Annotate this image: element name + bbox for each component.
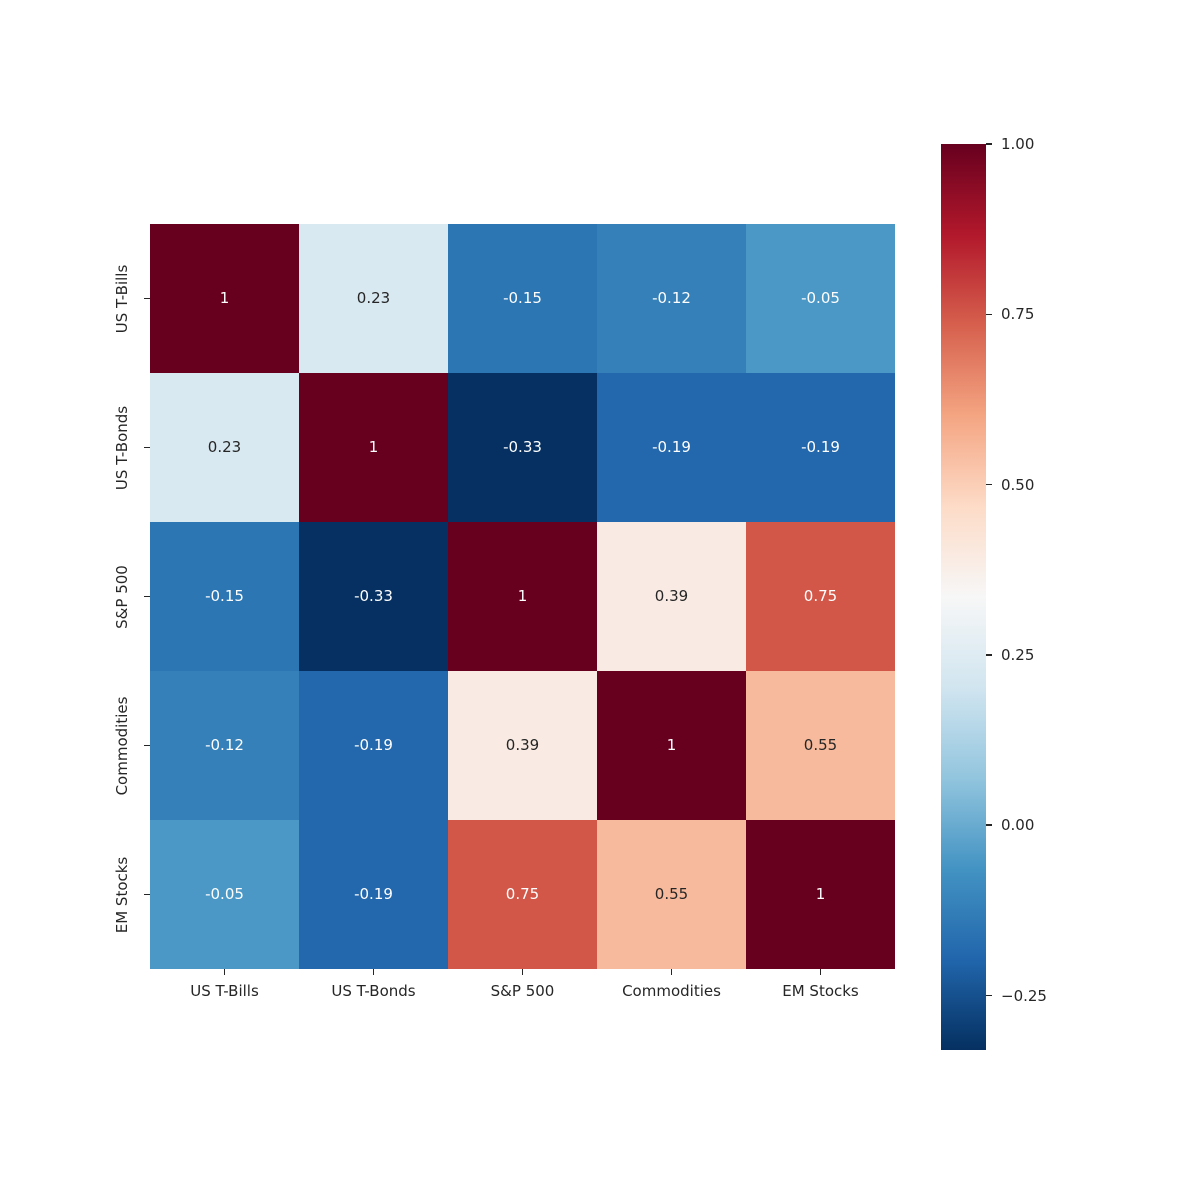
heatmap-cell-r2-c2: 1 bbox=[448, 522, 597, 671]
x-tick-label-1: US T-Bonds bbox=[331, 982, 416, 1000]
heatmap-cell-r0-c0: 1 bbox=[150, 224, 299, 373]
heatmap-cell-r2-c0: -0.15 bbox=[150, 522, 299, 671]
cell-value-label: -0.19 bbox=[652, 438, 691, 456]
x-tick-label-4: EM Stocks bbox=[782, 982, 859, 1000]
heatmap-cell-r3-c1: -0.19 bbox=[299, 671, 448, 820]
cell-value-label: -0.05 bbox=[205, 885, 244, 903]
x-tick-mark bbox=[372, 969, 375, 975]
cell-value-label: 1 bbox=[368, 438, 379, 456]
colorbar-gradient bbox=[941, 144, 986, 1050]
colorbar-tick-label-2: 0.50 bbox=[1001, 475, 1035, 494]
x-tick-mark bbox=[670, 969, 673, 975]
x-tick-mark bbox=[819, 969, 822, 975]
cell-value-label: 1 bbox=[219, 289, 230, 307]
cell-value-label: 0.55 bbox=[803, 736, 838, 754]
cell-value-label: -0.19 bbox=[354, 736, 393, 754]
colorbar-tick-label-4: 0.00 bbox=[1001, 816, 1035, 835]
colorbar-tick-mark bbox=[986, 654, 992, 656]
y-tick-label-2: S&P 500 bbox=[113, 564, 131, 629]
x-tick-mark bbox=[521, 969, 524, 975]
heatmap-cell-r4-c4: 1 bbox=[746, 820, 895, 969]
y-tick-mark bbox=[144, 744, 150, 747]
cell-value-label: -0.12 bbox=[652, 289, 691, 307]
heatmap-cell-r3-c2: 0.39 bbox=[448, 671, 597, 820]
y-tick-mark bbox=[144, 893, 150, 896]
cell-value-label: -0.15 bbox=[503, 289, 542, 307]
y-tick-mark bbox=[144, 595, 150, 598]
heatmap-cell-r3-c0: -0.12 bbox=[150, 671, 299, 820]
colorbar-tick-mark bbox=[986, 143, 992, 145]
cell-value-label: 0.39 bbox=[505, 736, 540, 754]
cell-value-label: 1 bbox=[517, 587, 528, 605]
cell-value-label: -0.33 bbox=[503, 438, 542, 456]
y-tick-label-4: EM Stocks bbox=[113, 856, 131, 933]
colorbar-tick-mark bbox=[986, 313, 992, 316]
heatmap-cell-r1-c1: 1 bbox=[299, 373, 448, 522]
heatmap-cell-r0-c4: -0.05 bbox=[746, 224, 895, 373]
x-tick-label-0: US T-Bills bbox=[190, 982, 259, 1000]
colorbar-tick-label-5: −0.25 bbox=[1001, 986, 1047, 1005]
cell-value-label: 0.75 bbox=[505, 885, 540, 903]
heatmap-cell-r1-c2: -0.33 bbox=[448, 373, 597, 522]
cell-value-label: -0.19 bbox=[354, 885, 393, 903]
x-tick-mark bbox=[223, 969, 226, 975]
x-tick-label-2: S&P 500 bbox=[490, 982, 555, 1000]
cell-value-label: 0.23 bbox=[207, 438, 242, 456]
heatmap-cell-r4-c1: -0.19 bbox=[299, 820, 448, 969]
colorbar-tick-label-0: 1.00 bbox=[1001, 135, 1035, 153]
heatmap-cell-r3-c4: 0.55 bbox=[746, 671, 895, 820]
y-tick-label-3: Commodities bbox=[113, 696, 131, 795]
heatmap-cell-r4-c2: 0.75 bbox=[448, 820, 597, 969]
cell-value-label: -0.33 bbox=[354, 587, 393, 605]
colorbar-tick-label-1: 0.75 bbox=[1001, 305, 1035, 324]
heatmap-cell-r2-c1: -0.33 bbox=[299, 522, 448, 671]
heatmap-cell-r4-c0: -0.05 bbox=[150, 820, 299, 969]
cell-value-label: 0.55 bbox=[654, 885, 689, 903]
y-tick-label-0: US T-Bills bbox=[113, 264, 131, 333]
heatmap-matrix: 1 0.23 -0.15 -0.12 -0.05 0.23 1 -0.33 -0.19 -0.19… bbox=[150, 224, 895, 969]
cell-value-label: 1 bbox=[815, 885, 826, 903]
cell-value-label: 1 bbox=[666, 736, 677, 754]
y-tick-label-1: US T-Bonds bbox=[113, 405, 131, 490]
heatmap-cell-r0-c3: -0.12 bbox=[597, 224, 746, 373]
heatmap-cell-r0-c1: 0.23 bbox=[299, 224, 448, 373]
cell-value-label: -0.12 bbox=[205, 736, 244, 754]
cell-value-label: 0.75 bbox=[803, 587, 838, 605]
colorbar-tick-label-3: 0.25 bbox=[1001, 645, 1035, 664]
heatmap-cell-r2-c3: 0.39 bbox=[597, 522, 746, 671]
heatmap-cell-r1-c0: 0.23 bbox=[150, 373, 299, 522]
heatmap-cell-r0-c2: -0.15 bbox=[448, 224, 597, 373]
heatmap-cell-r1-c3: -0.19 bbox=[597, 373, 746, 522]
heatmap-cell-r1-c4: -0.19 bbox=[746, 373, 895, 522]
y-tick-mark bbox=[144, 297, 150, 300]
heatmap-cell-r4-c3: 0.55 bbox=[597, 820, 746, 969]
y-tick-mark bbox=[144, 446, 150, 449]
x-tick-label-3: Commodities bbox=[622, 982, 721, 1000]
heatmap-cell-r2-c4: 0.75 bbox=[746, 522, 895, 671]
cell-value-label: 0.23 bbox=[356, 289, 391, 307]
cell-value-label: -0.19 bbox=[801, 438, 840, 456]
cell-value-label: 0.39 bbox=[654, 587, 689, 605]
cell-value-label: -0.05 bbox=[801, 289, 840, 307]
colorbar-tick-mark bbox=[986, 483, 992, 486]
colorbar-tick-mark bbox=[986, 994, 992, 997]
colorbar-tick-mark bbox=[986, 824, 992, 826]
cell-value-label: -0.15 bbox=[205, 587, 244, 605]
heatmap-cell-r3-c3: 1 bbox=[597, 671, 746, 820]
